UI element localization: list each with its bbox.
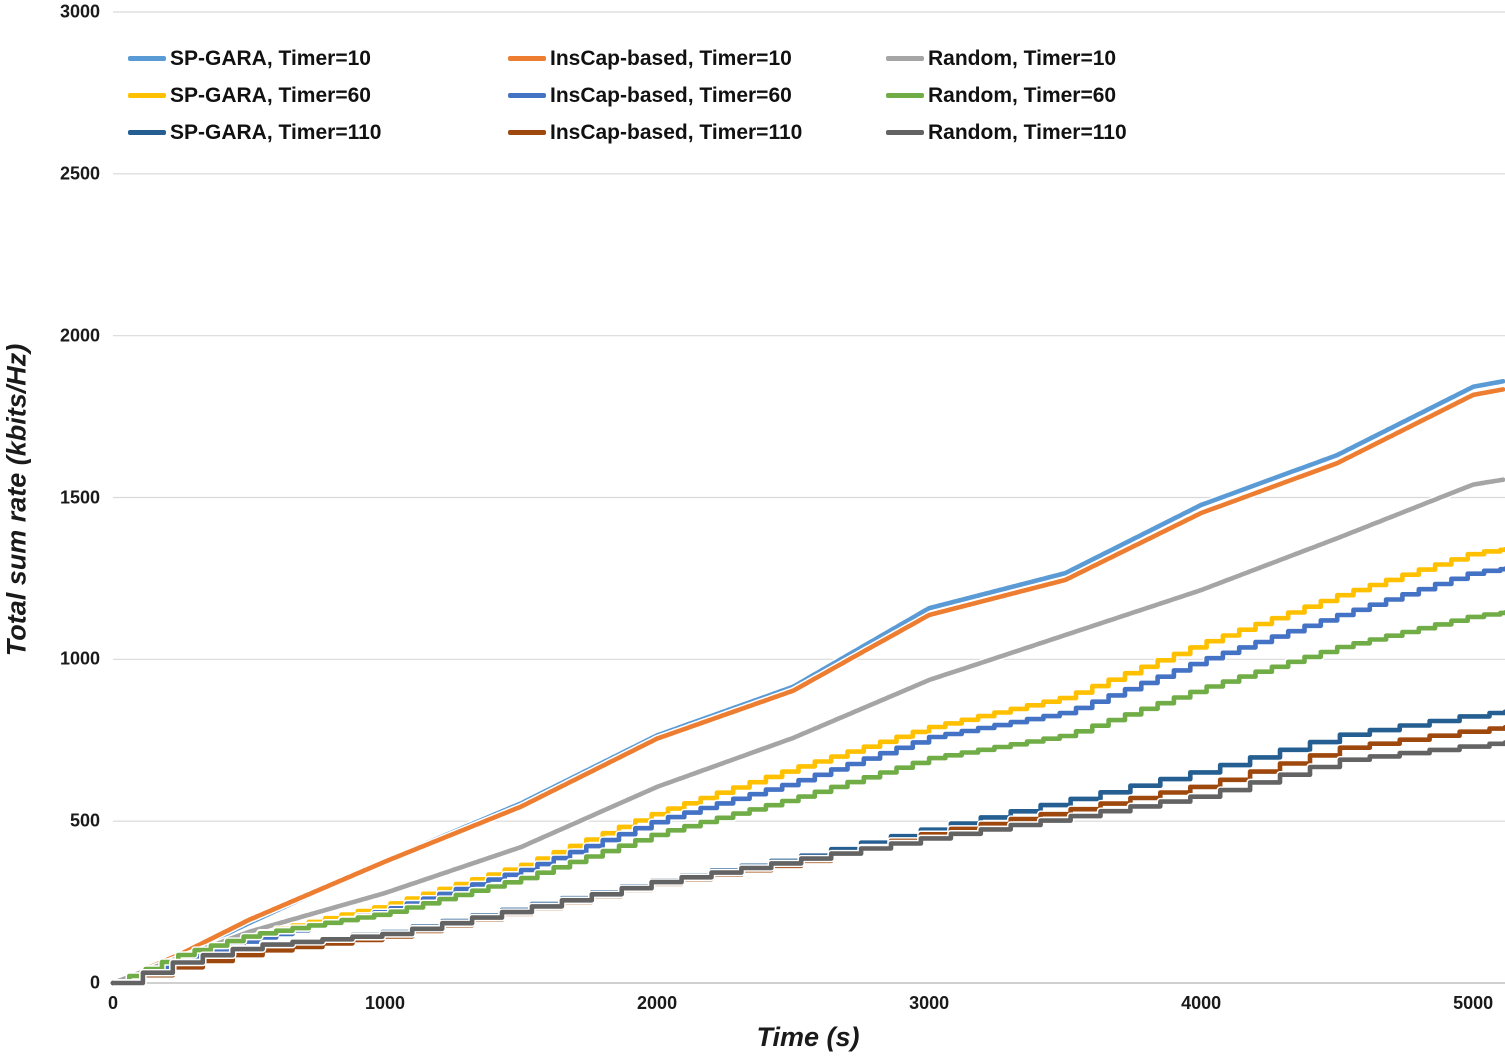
legend-swatch-icon: [128, 130, 166, 135]
chart-legend: SP-GARA, Timer=10 InsCap-based, Timer=10 R…: [128, 40, 1127, 151]
y-axis-title: Total sum rate (kbits/Hz): [1, 343, 32, 657]
legend-label: Random, Timer=60: [928, 83, 1117, 107]
y-tick-label: 2000: [59, 325, 100, 346]
series-line-8: [110, 740, 1505, 986]
legend-item-4: InsCap-based, Timer=60: [508, 84, 886, 108]
legend-label: InsCap-based, Timer=110: [550, 120, 803, 144]
gridlines: [113, 11, 1505, 984]
legend-swatch-icon: [886, 56, 924, 61]
legend-swatch-icon: [508, 130, 546, 135]
series-line-3: [110, 547, 1505, 986]
y-tick-label: 1500: [59, 487, 100, 507]
legend-item-2: Random, Timer=10: [886, 47, 1127, 71]
legend-label: SP-GARA, Timer=110: [170, 120, 382, 144]
legend-swatch-icon: [508, 93, 546, 98]
x-tick-label: 3000: [909, 993, 950, 1013]
series-line-1: [110, 387, 1505, 986]
series-lines: [110, 377, 1505, 987]
legend-item-7: InsCap-based, Timer=110: [508, 121, 886, 145]
legend-item-0: SP-GARA, Timer=10: [128, 47, 508, 71]
y-tick-label: 500: [69, 810, 100, 831]
x-tick-label: 4000: [1181, 993, 1222, 1013]
y-tick-label: 1000: [59, 648, 100, 669]
legend-label: Random, Timer=110: [928, 120, 1127, 144]
legend-label: Random, Timer=10: [928, 46, 1117, 70]
legend-item-6: SP-GARA, Timer=110: [128, 121, 508, 145]
legend-swatch-icon: [128, 93, 166, 98]
y-tick-label: 2500: [59, 163, 100, 184]
series-line-2: [110, 477, 1505, 986]
legend-item-1: InsCap-based, Timer=10: [508, 47, 886, 71]
legend-swatch-icon: [886, 130, 924, 135]
legend-swatch-icon: [886, 93, 924, 98]
series-line-5: [110, 610, 1505, 986]
legend-label: InsCap-based, Timer=10: [550, 46, 792, 70]
x-tick-label: 0: [107, 993, 119, 1013]
x-tick-label: 1000: [365, 993, 406, 1013]
legend-item-5: Random, Timer=60: [886, 84, 1127, 108]
x-axis-title: Time (s): [756, 1022, 860, 1052]
y-tick-label: 3000: [59, 1, 100, 22]
x-tick-label: 2000: [637, 993, 678, 1013]
legend-label: SP-GARA, Timer=60: [170, 83, 371, 107]
legend-swatch-icon: [128, 56, 166, 61]
legend-item-3: SP-GARA, Timer=60: [128, 84, 508, 108]
legend-label: SP-GARA, Timer=10: [170, 46, 371, 70]
legend-item-8: Random, Timer=110: [886, 121, 1127, 145]
x-tick-label: 5000: [1453, 993, 1494, 1013]
legend-swatch-icon: [508, 56, 546, 61]
legend-label: InsCap-based, Timer=60: [550, 83, 792, 107]
y-tick-label: 0: [89, 972, 100, 993]
